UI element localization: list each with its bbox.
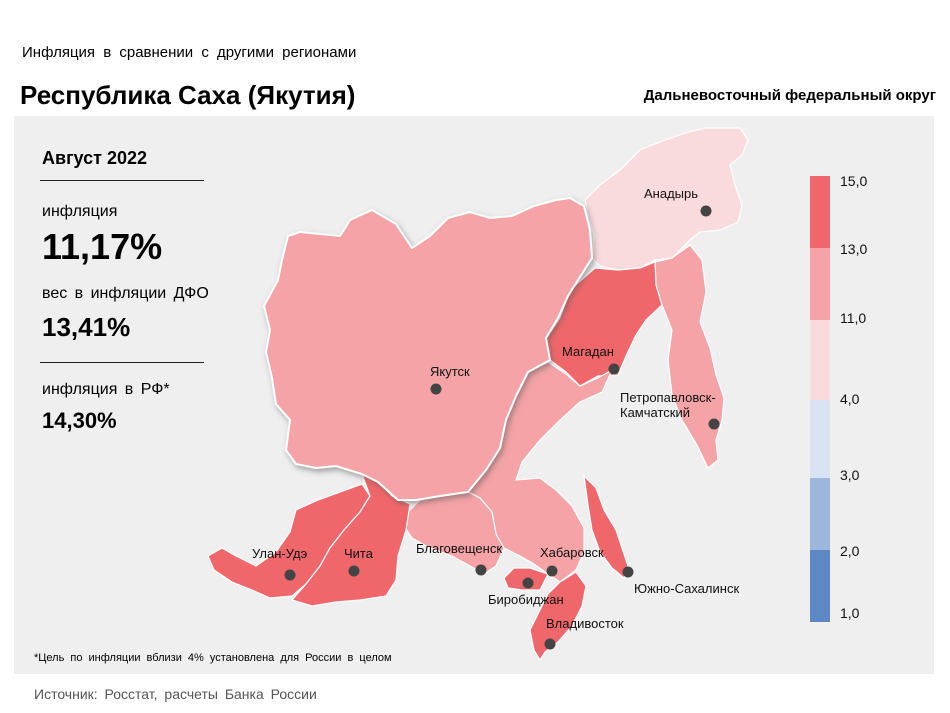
city-label-blagoveshchensk: Благовещенск	[416, 541, 502, 556]
city-label-petropavlovsk-1: Петропавловск-	[620, 390, 716, 405]
legend-tick-5: 3,0	[840, 467, 860, 483]
region-zabaikalsky	[290, 472, 411, 607]
source-note: Источник: Росстат, расчеты Банка России	[34, 686, 317, 702]
city-label-petropavlovsk-2: Камчатский	[620, 405, 690, 420]
legend-tick-1: 15,0	[840, 173, 867, 189]
inflation-value: 11,17%	[42, 226, 163, 267]
city-label-anadyr: Анадырь	[644, 186, 698, 201]
city-dot-vladivostok	[544, 638, 556, 650]
district-label: Дальневосточный федеральный округ	[643, 87, 936, 104]
legend-tick-2: 13,0	[840, 241, 867, 257]
city-markers	[284, 205, 720, 650]
legend-tick-7: 1,0	[840, 605, 860, 621]
legend-tick-3: 11,0	[840, 310, 866, 326]
footnote: *Цель по инфляции вблизи 4% установлена …	[34, 652, 392, 664]
rf-inflation-label: инфляция в РФ*	[42, 381, 170, 398]
city-dot-chita	[348, 565, 360, 577]
city-dot-magadan	[608, 363, 620, 375]
region-sakhalin	[583, 474, 629, 580]
city-label-birobidzhan: Биробиджан	[488, 592, 564, 607]
legend-band-1	[810, 176, 830, 248]
region-yakutia	[262, 196, 594, 501]
legend-band-2	[810, 248, 830, 320]
city-dot-khabarovsk	[546, 565, 558, 577]
region-chukotka	[584, 127, 749, 271]
city-label-vladivostok: Владивосток	[546, 616, 624, 631]
legend-band-6	[810, 550, 830, 622]
city-label-magadan: Магадан	[562, 344, 614, 359]
rf-inflation-value: 14,30%	[42, 408, 117, 433]
legend-tick-6: 2,0	[840, 543, 860, 559]
legend-tick-4: 4,0	[840, 391, 860, 407]
city-dot-yuzhno-sakhalinsk	[622, 566, 634, 578]
legend-band-3	[810, 320, 830, 400]
city-label-yuzhno-sakhalinsk: Южно-Сахалинск	[634, 581, 739, 596]
weight-label: вес в инфляции ДФО	[42, 285, 209, 302]
legend: 15,0 13,0 11,0 4,0 3,0 2,0 1,0	[810, 173, 867, 622]
city-dot-anadyr	[700, 205, 712, 217]
city-label-chita: Чита	[344, 546, 374, 561]
city-dot-ulan-ude	[284, 569, 296, 581]
page-title: Республика Саха (Якутия)	[20, 80, 356, 110]
period-label: Август 2022	[42, 148, 147, 168]
city-dot-yakutsk	[430, 383, 442, 395]
divider-bottom	[40, 362, 204, 363]
weight-value: 13,41%	[42, 312, 131, 342]
city-label-khabarovsk: Хабаровск	[540, 545, 604, 560]
region-kamchatka	[654, 244, 725, 469]
legend-band-4	[810, 400, 830, 478]
city-dot-birobidzhan	[522, 577, 534, 589]
inflation-label: инфляция	[42, 203, 118, 220]
city-label-ulan-ude: Улан-Удэ	[252, 546, 308, 561]
legend-band-5	[810, 478, 830, 550]
region-primorye	[529, 571, 587, 662]
city-dot-blagoveshchensk	[475, 564, 487, 576]
divider-top	[40, 180, 204, 181]
city-label-yakutsk: Якутск	[430, 364, 470, 379]
supertitle: Инфляция в сравнении с другими регионами	[22, 44, 357, 61]
city-dot-petropavlovsk	[708, 418, 720, 430]
